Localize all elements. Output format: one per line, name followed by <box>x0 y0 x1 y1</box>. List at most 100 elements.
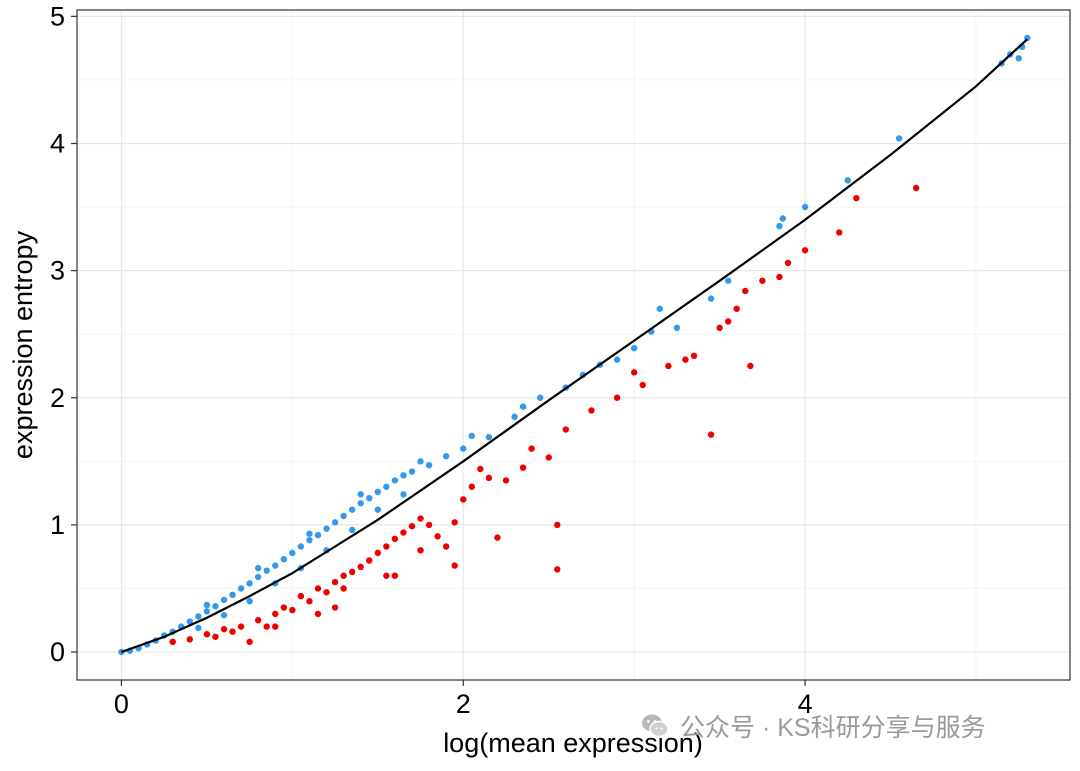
red-point <box>588 407 595 414</box>
blue-point <box>254 573 262 581</box>
blue-point <box>844 177 852 184</box>
red-point <box>220 625 228 633</box>
red-point <box>254 617 262 624</box>
red-point <box>237 623 245 630</box>
red-point <box>639 381 646 389</box>
wechat-icon <box>642 714 669 738</box>
red-point <box>340 585 347 592</box>
blue-point <box>400 491 407 498</box>
blue-point <box>323 525 330 532</box>
red-point <box>724 318 732 325</box>
red-point <box>853 194 860 202</box>
red-point <box>169 638 176 646</box>
series-b-points <box>169 184 920 646</box>
y-tick-label: 1 <box>50 510 65 540</box>
red-point <box>784 259 792 267</box>
red-point <box>272 610 279 618</box>
y-tick-label: 3 <box>50 256 65 286</box>
blue-point <box>519 403 527 410</box>
blue-point <box>297 543 305 550</box>
blue-point <box>289 549 296 557</box>
red-point <box>485 474 493 482</box>
red-point <box>519 464 527 471</box>
blue-point <box>1015 55 1022 62</box>
blue-point <box>195 624 202 632</box>
red-point <box>272 623 279 630</box>
red-point <box>733 305 740 312</box>
blue-point <box>348 506 356 513</box>
blue-point <box>417 458 424 465</box>
blue-point <box>237 585 245 592</box>
red-point <box>912 184 920 192</box>
blue-point <box>536 394 544 401</box>
blue-point <box>425 461 433 469</box>
red-point <box>348 568 356 576</box>
blue-point <box>203 601 211 609</box>
blue-point <box>511 413 518 421</box>
blue-point <box>408 468 416 475</box>
red-point <box>468 483 476 490</box>
red-point <box>186 636 194 643</box>
red-point <box>408 522 416 530</box>
blue-point <box>391 477 399 484</box>
grid-lines <box>77 10 1070 680</box>
red-point <box>707 431 715 438</box>
red-point <box>554 521 561 529</box>
red-point <box>374 549 382 557</box>
blue-point <box>801 203 809 211</box>
blue-point <box>220 611 228 619</box>
red-point <box>289 606 296 614</box>
blue-point <box>442 453 450 460</box>
fit-line <box>121 38 1029 654</box>
blue-point <box>229 591 236 599</box>
red-point <box>801 247 809 254</box>
blue-point <box>779 215 787 222</box>
red-point <box>836 229 843 236</box>
red-point <box>747 362 754 370</box>
blue-point <box>306 530 313 537</box>
x-tick-label: 0 <box>114 689 129 719</box>
blue-point <box>195 613 202 620</box>
blue-point <box>383 483 390 490</box>
y-tick-label: 5 <box>50 1 65 31</box>
red-point <box>280 604 288 611</box>
red-point <box>383 543 390 550</box>
red-point <box>246 638 253 646</box>
blue-point <box>673 324 681 332</box>
red-point <box>229 628 236 635</box>
blue-point <box>485 433 493 441</box>
red-point <box>545 454 552 461</box>
blue-point <box>220 596 228 604</box>
y-tick-label: 4 <box>50 128 65 158</box>
red-point <box>297 592 305 600</box>
plot-panel-border <box>76 9 1071 681</box>
red-point <box>613 394 621 401</box>
red-point <box>391 535 399 543</box>
blue-point <box>460 445 467 452</box>
blue-point <box>468 432 476 440</box>
blue-point <box>613 356 621 363</box>
red-point <box>690 352 698 360</box>
red-point <box>203 631 211 638</box>
red-point <box>417 547 424 554</box>
blue-point <box>707 295 715 302</box>
red-point <box>630 369 638 376</box>
red-point <box>682 356 689 363</box>
red-point <box>554 566 561 573</box>
red-point <box>716 324 723 332</box>
red-point <box>263 623 270 630</box>
red-point <box>759 277 766 284</box>
red-point <box>383 572 390 579</box>
red-point <box>776 273 783 281</box>
red-point <box>502 477 510 484</box>
red-point <box>306 597 313 605</box>
red-point <box>451 562 458 569</box>
blue-point <box>366 494 373 502</box>
red-point <box>212 633 219 640</box>
y-axis-title: expression entropy <box>8 230 38 459</box>
blue-point <box>400 472 407 479</box>
axis-ticks: 0 2 4 0 1 2 3 4 5 <box>50 1 813 719</box>
red-point <box>442 543 450 550</box>
blue-point <box>331 519 339 526</box>
